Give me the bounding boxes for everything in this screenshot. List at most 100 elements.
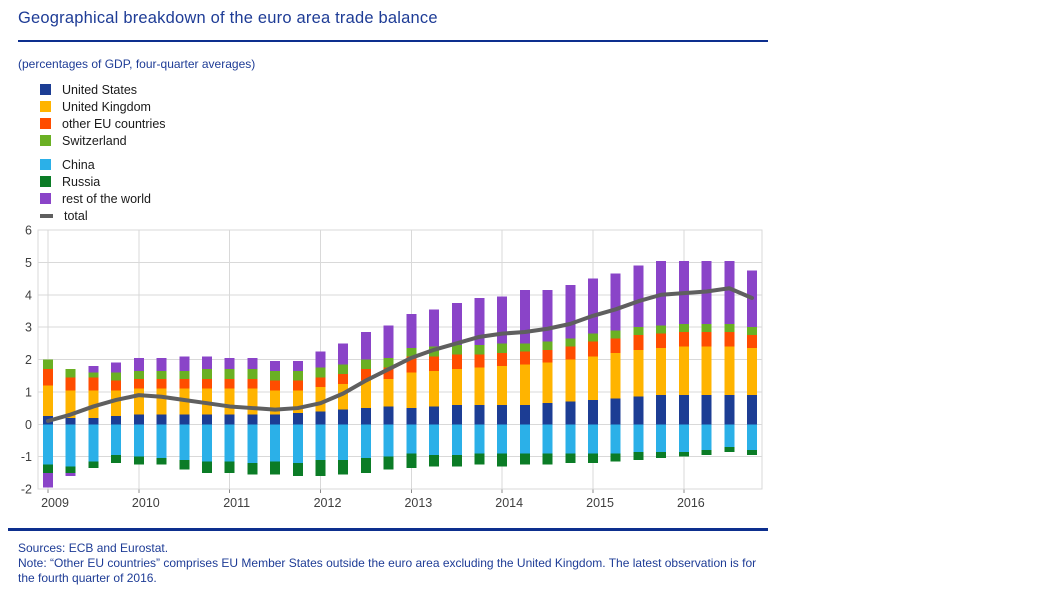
bar-united-states-2012Q4 <box>383 406 394 425</box>
bar-rest-of-the-world-2009Q3 <box>88 365 99 373</box>
bar-united-states-2014Q3 <box>542 403 553 425</box>
bar-china-2013Q4 <box>474 424 485 454</box>
bar-china-2010Q3 <box>179 424 190 460</box>
bar-russia-2012Q1 <box>315 459 326 477</box>
bar-switzerland-2013Q1 <box>406 348 417 357</box>
bar-russia-2016Q3 <box>724 446 735 452</box>
bar-russia-2012Q4 <box>383 456 394 470</box>
x-axis-label-2010: 2010 <box>132 496 160 510</box>
bar-china-2011Q2 <box>247 424 258 464</box>
bar-other-eu-countries-2012Q4 <box>383 367 394 379</box>
bar-united-states-2011Q3 <box>270 414 281 425</box>
bar-united-states-2011Q1 <box>224 414 235 425</box>
bar-russia-2012Q2 <box>338 459 349 475</box>
bar-other-eu-countries-2014Q2 <box>519 351 530 365</box>
bar-russia-2009Q2 <box>65 466 76 473</box>
bar-china-2009Q3 <box>88 424 99 462</box>
legend-item-united-states: United States <box>40 81 166 98</box>
bar-other-eu-countries-2015Q3 <box>633 335 644 350</box>
legend-label: United States <box>62 82 138 97</box>
legend-item-total: total <box>40 207 166 224</box>
bar-russia-2015Q4 <box>656 451 667 459</box>
bar-rest-of-the-world-2013Q2 <box>429 309 440 347</box>
bar-russia-2012Q3 <box>360 458 371 473</box>
bar-russia-2015Q2 <box>610 453 621 462</box>
legend-item-russia: Russia <box>40 173 166 190</box>
bar-united-states-2012Q2 <box>338 409 349 425</box>
bar-china-2011Q4 <box>292 424 303 464</box>
bar-other-eu-countries-2010Q4 <box>201 378 212 389</box>
bar-united-kingdom-2015Q2 <box>610 353 621 399</box>
bar-switzerland-2014Q4 <box>565 338 576 347</box>
bar-china-2011Q1 <box>224 424 235 462</box>
bar-rest-of-the-world-2014Q1 <box>497 296 508 344</box>
bar-other-eu-countries-2016Q3 <box>724 331 735 347</box>
bar-china-2009Q2 <box>65 424 76 467</box>
bar-united-states-2011Q4 <box>292 412 303 425</box>
page-title: Geographical breakdown of the euro area … <box>18 9 438 27</box>
bar-russia-2016Q2 <box>701 450 712 456</box>
bar-united-kingdom-2015Q1 <box>588 356 599 400</box>
x-axis-label-2016: 2016 <box>677 496 705 510</box>
bar-china-2013Q2 <box>429 424 440 456</box>
bar-united-kingdom-2013Q4 <box>474 367 485 405</box>
bar-rest-of-the-world-2014Q2 <box>519 289 530 344</box>
bar-switzerland-2015Q1 <box>588 333 599 342</box>
bar-other-eu-countries-2015Q4 <box>656 333 667 349</box>
bar-switzerland-2014Q3 <box>542 341 553 350</box>
bar-united-states-2016Q2 <box>701 395 712 425</box>
bar-rest-of-the-world-2009Q1 <box>43 472 53 488</box>
chart-subtitle: (percentages of GDP, four-quarter averag… <box>18 57 256 71</box>
bar-other-eu-countries-2013Q1 <box>406 356 417 373</box>
bar-rest-of-the-world-2010Q3 <box>179 356 190 371</box>
bar-russia-2009Q1 <box>43 464 53 473</box>
bar-other-eu-countries-2012Q2 <box>338 374 349 384</box>
bar-united-kingdom-2016Q4 <box>747 348 757 396</box>
bar-united-states-2015Q2 <box>610 398 621 425</box>
bar-rest-of-the-world-2013Q3 <box>451 302 462 345</box>
bar-china-2010Q2 <box>156 424 167 459</box>
bar-russia-2011Q2 <box>247 463 258 475</box>
bar-united-states-2011Q2 <box>247 414 258 425</box>
bar-united-kingdom-2013Q2 <box>429 370 440 407</box>
legend-item-china: China <box>40 156 166 173</box>
bar-other-eu-countries-2010Q1 <box>133 378 144 389</box>
bar-russia-2011Q1 <box>224 461 235 473</box>
bar-rest-of-the-world-2012Q3 <box>360 331 371 360</box>
bar-united-kingdom-2016Q1 <box>678 346 689 396</box>
bar-russia-2014Q4 <box>565 453 576 464</box>
bar-united-states-2009Q2 <box>65 417 76 425</box>
bar-rest-of-the-world-2011Q3 <box>270 361 281 371</box>
bar-switzerland-2009Q3 <box>88 372 99 378</box>
bar-switzerland-2015Q3 <box>633 327 644 336</box>
bar-china-2010Q1 <box>133 424 144 457</box>
bar-switzerland-2012Q4 <box>383 357 394 368</box>
x-axis-label-2013: 2013 <box>404 496 432 510</box>
bar-switzerland-2011Q1 <box>224 369 235 379</box>
bar-switzerland-2009Q1 <box>43 359 53 370</box>
bar-other-eu-countries-2012Q3 <box>360 369 371 381</box>
bar-switzerland-2012Q3 <box>360 359 371 370</box>
bar-china-2012Q3 <box>360 424 371 459</box>
bar-other-eu-countries-2011Q3 <box>270 380 281 391</box>
legend-label: China <box>62 157 95 172</box>
bar-rest-of-the-world-2012Q2 <box>338 343 349 365</box>
bar-other-eu-countries-2009Q2 <box>65 377 76 391</box>
legend-label: Russia <box>62 174 101 189</box>
bar-switzerland-2016Q3 <box>724 323 735 332</box>
bar-russia-2013Q3 <box>451 455 462 467</box>
bar-switzerland-2014Q2 <box>519 343 530 352</box>
russia-swatch-icon <box>40 176 51 187</box>
bar-rest-of-the-world-2013Q1 <box>406 314 417 349</box>
bar-russia-2011Q4 <box>292 463 303 477</box>
bar-united-states-2014Q1 <box>497 404 508 425</box>
bar-other-eu-countries-2016Q2 <box>701 331 712 347</box>
legend-item-other-eu-countries: other EU countries <box>40 115 166 132</box>
legend-label: total <box>64 208 88 223</box>
bar-switzerland-2009Q4 <box>111 372 122 381</box>
y-axis-label-2: 2 <box>25 353 32 367</box>
bar-united-states-2014Q4 <box>565 401 576 425</box>
x-axis-label-2009: 2009 <box>41 496 69 510</box>
bar-united-kingdom-2012Q3 <box>360 380 371 409</box>
bar-other-eu-countries-2013Q2 <box>429 356 440 371</box>
